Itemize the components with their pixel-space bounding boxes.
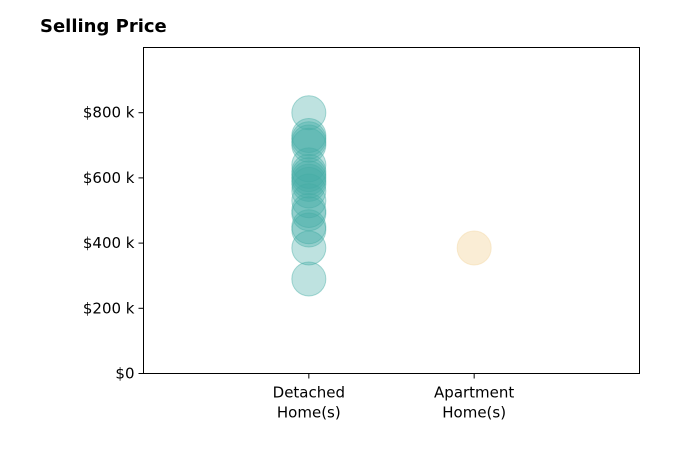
data-point xyxy=(291,212,327,248)
x-axis: Detached Home(s) Apartment Home(s) xyxy=(273,373,514,422)
y-tick-label: $600 k xyxy=(83,169,135,187)
plot-frame xyxy=(143,47,640,374)
data-point xyxy=(291,118,327,154)
data-point xyxy=(291,193,327,228)
data-point xyxy=(291,166,327,202)
data-point xyxy=(291,230,327,266)
data-point xyxy=(291,153,327,189)
data-point xyxy=(291,163,327,199)
data-point xyxy=(456,230,492,266)
x-tick-label-line: Detached xyxy=(273,384,345,402)
x-tick-label-line: Apartment xyxy=(434,384,514,402)
data-point xyxy=(291,121,327,157)
y-tick-label: $400 k xyxy=(83,234,135,252)
x-tick-label: Apartment Home(s) xyxy=(434,384,514,422)
data-point xyxy=(291,196,327,232)
points-layer xyxy=(291,95,492,297)
data-point xyxy=(291,157,327,193)
x-tick-label: Detached Home(s) xyxy=(273,384,345,422)
data-point xyxy=(291,261,327,297)
y-tick-label: $800 k xyxy=(83,104,135,122)
chart-title: Selling Price xyxy=(40,16,167,37)
data-point xyxy=(291,173,327,209)
x-tick-label-line: Home(s) xyxy=(277,404,341,422)
data-point xyxy=(291,127,327,163)
data-point xyxy=(291,95,327,131)
data-point xyxy=(291,183,327,219)
data-point xyxy=(291,124,327,160)
x-tick-label-line: Home(s) xyxy=(442,404,506,422)
data-point xyxy=(291,160,327,196)
y-axis: $0 $200 k $400 k $600 k $800 k xyxy=(83,104,144,383)
y-tick-label: $0 xyxy=(115,365,134,383)
data-point xyxy=(291,209,327,245)
data-point xyxy=(291,147,327,183)
y-tick-label: $200 k xyxy=(83,299,135,317)
